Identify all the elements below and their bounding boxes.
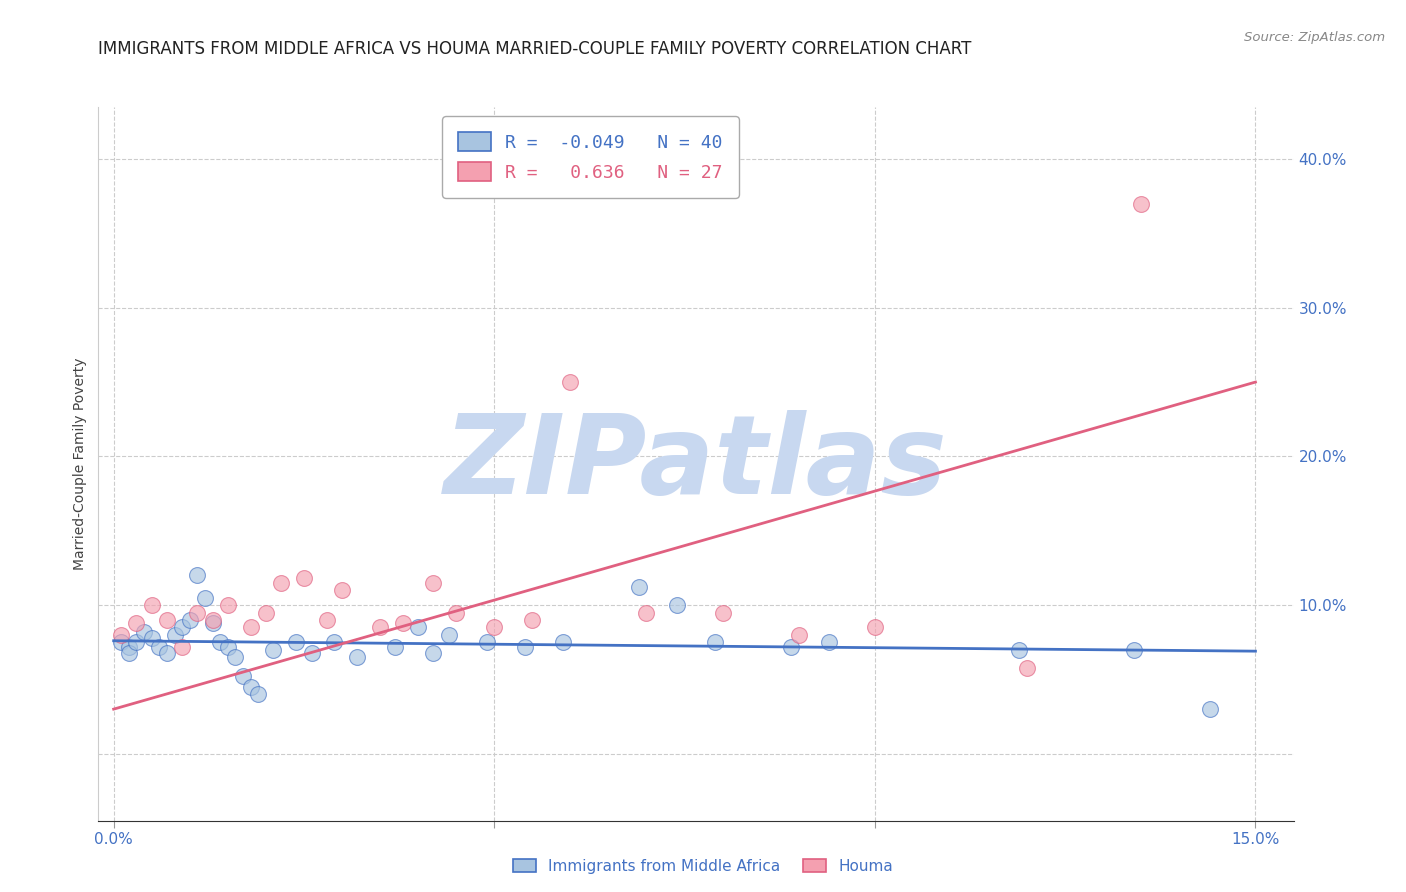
Point xyxy=(330,583,353,598)
Point xyxy=(110,635,132,649)
Point xyxy=(125,615,148,630)
Point xyxy=(201,613,224,627)
Point xyxy=(163,628,186,642)
Point xyxy=(368,620,391,634)
Point xyxy=(437,628,460,642)
Point xyxy=(156,613,179,627)
Y-axis label: Married-Couple Family Poverty: Married-Couple Family Poverty xyxy=(73,358,87,570)
Point xyxy=(224,650,246,665)
Point xyxy=(285,635,308,649)
Point xyxy=(315,613,337,627)
Point xyxy=(780,640,803,654)
Point xyxy=(209,635,232,649)
Point xyxy=(118,640,141,654)
Point xyxy=(125,635,148,649)
Point xyxy=(392,615,415,630)
Point xyxy=(110,628,132,642)
Point xyxy=(627,580,650,594)
Point xyxy=(141,598,163,612)
Point xyxy=(247,687,270,701)
Point xyxy=(118,646,141,660)
Point xyxy=(186,606,208,620)
Point xyxy=(444,606,467,620)
Point xyxy=(1017,660,1039,674)
Text: IMMIGRANTS FROM MIDDLE AFRICA VS HOUMA MARRIED-COUPLE FAMILY POVERTY CORRELATION: IMMIGRANTS FROM MIDDLE AFRICA VS HOUMA M… xyxy=(98,40,972,58)
Point xyxy=(239,620,262,634)
Point xyxy=(711,606,734,620)
Point xyxy=(132,624,155,639)
Point xyxy=(704,635,727,649)
Point xyxy=(384,640,406,654)
Point xyxy=(239,680,262,694)
Point xyxy=(346,650,368,665)
Point xyxy=(301,646,323,660)
Point xyxy=(148,640,170,654)
Legend: Immigrants from Middle Africa, Houma: Immigrants from Middle Africa, Houma xyxy=(506,853,900,880)
Point xyxy=(1198,702,1220,716)
Point xyxy=(194,591,217,605)
Point xyxy=(156,646,179,660)
Point xyxy=(186,568,208,582)
Point xyxy=(560,375,582,389)
Point xyxy=(141,631,163,645)
Point xyxy=(201,615,224,630)
Point xyxy=(422,646,444,660)
Point xyxy=(818,635,841,649)
Point xyxy=(1122,642,1144,657)
Point xyxy=(665,598,688,612)
Point xyxy=(292,571,315,585)
Point xyxy=(254,606,277,620)
Point xyxy=(217,640,239,654)
Point xyxy=(522,613,544,627)
Point xyxy=(1130,196,1153,211)
Point xyxy=(263,642,285,657)
Point xyxy=(551,635,574,649)
Point xyxy=(513,640,536,654)
Point xyxy=(422,575,444,590)
Point xyxy=(172,640,194,654)
Point xyxy=(636,606,658,620)
Legend: R =  -0.049   N = 40, R =   0.636   N = 27: R = -0.049 N = 40, R = 0.636 N = 27 xyxy=(441,116,740,198)
Point xyxy=(323,635,346,649)
Point xyxy=(217,598,239,612)
Point xyxy=(232,669,254,683)
Point xyxy=(475,635,498,649)
Point xyxy=(406,620,429,634)
Point xyxy=(484,620,506,634)
Point xyxy=(863,620,886,634)
Point xyxy=(172,620,194,634)
Text: ZIPatlas: ZIPatlas xyxy=(444,410,948,517)
Point xyxy=(787,628,810,642)
Point xyxy=(179,613,201,627)
Point xyxy=(270,575,292,590)
Point xyxy=(1008,642,1031,657)
Text: Source: ZipAtlas.com: Source: ZipAtlas.com xyxy=(1244,31,1385,45)
